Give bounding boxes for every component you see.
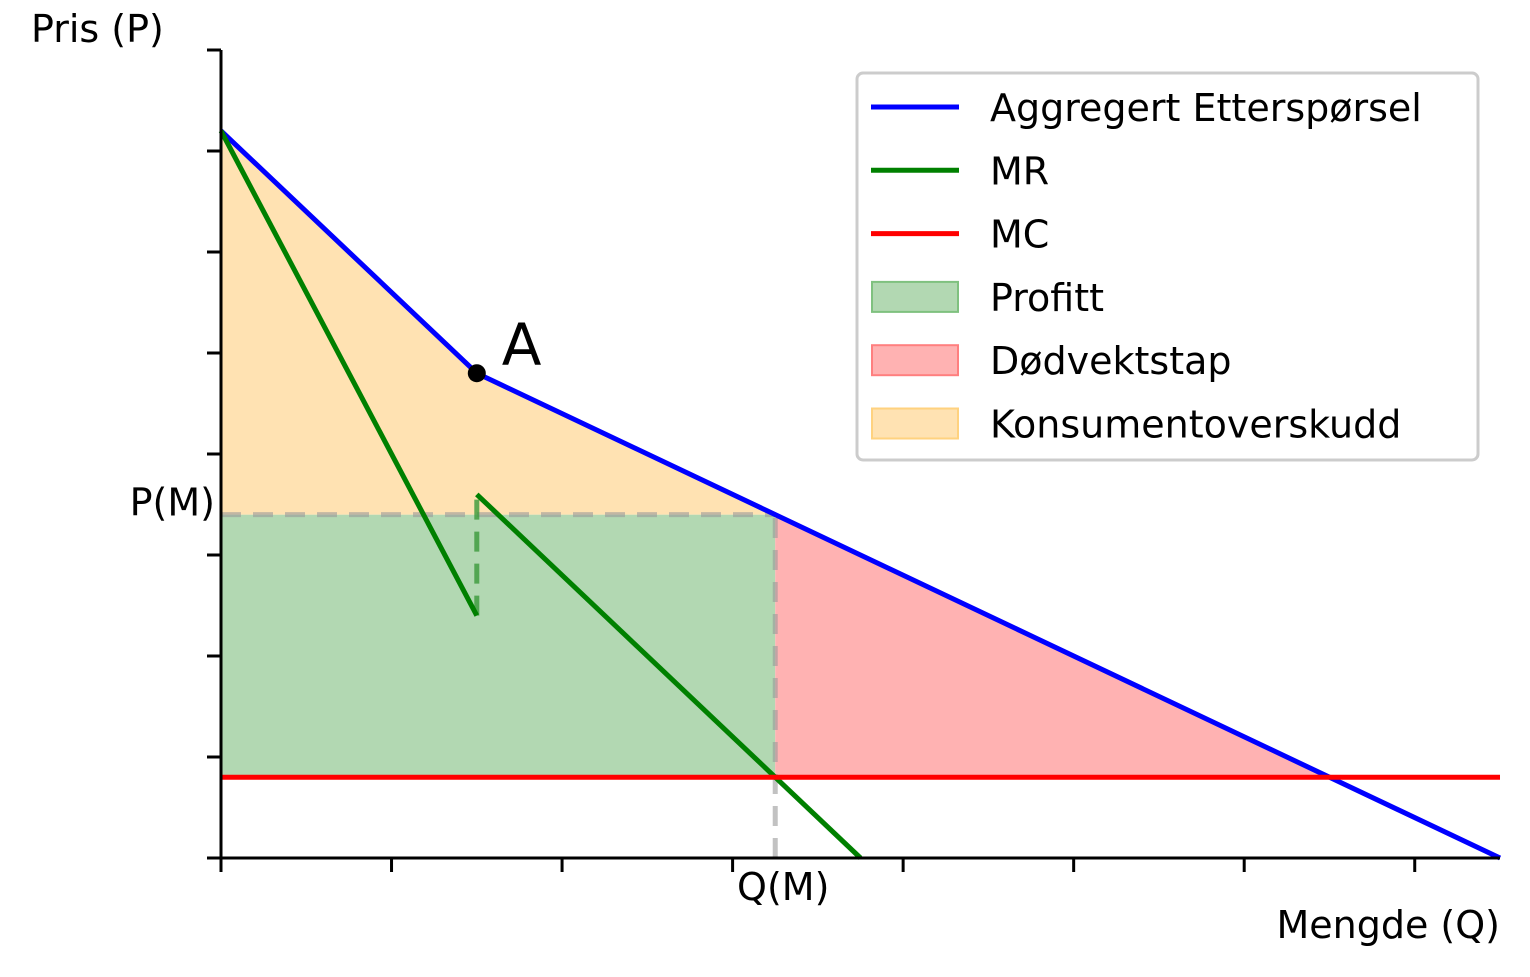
legend-d-dvektstap-swatch (871, 344, 959, 377)
area-konsumentoverskudd (221, 130, 776, 515)
legend-konsumentoverskudd-label: Konsumentoverskudd (990, 403, 1401, 447)
series-mr-segment-1 (218, 129, 480, 617)
point-a-marker (467, 364, 486, 383)
legend-konsumentoverskudd-swatch (871, 407, 959, 440)
y-axis-title: Pris (P) (31, 7, 164, 51)
legend-profitt-label: Profitt (990, 276, 1104, 320)
x-tick-label: Q(M) (737, 865, 829, 909)
area-profitt (221, 514, 776, 778)
axes-layer: P(M) Q(M) (130, 48, 1500, 909)
y-tick-label: P(M) (130, 481, 215, 525)
legend: Aggregert Etterspørsel MR MC Profitt Dødvekt… (855, 71, 1480, 462)
series-layer (218, 128, 1502, 861)
reference-lines-layer (221, 494, 778, 858)
series-aggregert-ettersp-rsel (219, 128, 1502, 861)
legend-entries: Aggregert Etterspørsel MR MC Profitt Dødvekt… (871, 86, 1422, 447)
legend-frame (855, 71, 1480, 462)
legend-mr-label: MR (990, 149, 1049, 193)
legend-profitt-swatch (871, 280, 959, 313)
legend-mc-label: MC (990, 213, 1049, 257)
point-a-label: A (502, 311, 542, 379)
series-mr-segment-2 (475, 492, 863, 860)
x-axis-title: Mengde (Q) (1276, 903, 1500, 947)
annotation-layer: A (467, 311, 542, 383)
legend-aggregert-ettersp-rsel-label: Aggregert Etterspørsel (990, 86, 1422, 130)
legend-d-dvektstap-label: Dødvektstap (990, 339, 1232, 383)
